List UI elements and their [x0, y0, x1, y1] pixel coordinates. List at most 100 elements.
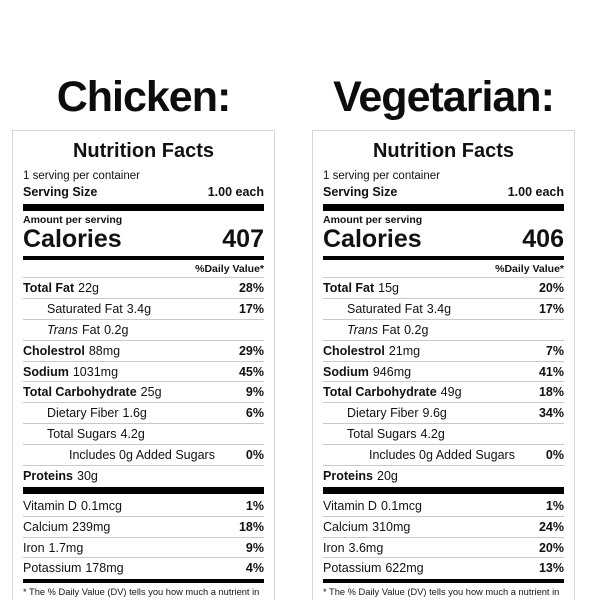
nutrient-row-cholestrol: Cholestrol 88mg 29% — [23, 341, 264, 362]
nutrient-name: Dietary Fiber 9.6g — [347, 406, 447, 421]
daily-value-percent: 41% — [538, 364, 564, 379]
micro-row-potassium: Potassium 178mg 4% — [23, 558, 264, 578]
micro-row-vitamin-d: Vitamin D 0.1mcg 1% — [23, 496, 264, 517]
daily-value-percent: 1% — [545, 498, 564, 513]
nutrient-row-cholestrol: Cholestrol 21mg 7% — [323, 341, 564, 362]
medium-divider — [23, 579, 264, 584]
nutrient-name: Total Sugars 4.2g — [347, 427, 445, 442]
nutrient-row-added-sugars: Includes 0g Added Sugars 0% — [323, 445, 564, 466]
nutrient-name: Total Carbohydrate 49g — [323, 385, 462, 400]
nutrient-row-total-fat: Total Fat 15g 20% — [323, 278, 564, 299]
thick-divider — [23, 486, 264, 494]
nutrient-row-proteins: Proteins 30g — [23, 466, 264, 486]
micro-row-vitamin-d: Vitamin D 0.1mcg 1% — [323, 496, 564, 517]
calories-value: 407 — [222, 224, 264, 253]
serving-size-label: Serving Size — [23, 184, 98, 199]
nutrition-facts-heading: Nutrition Facts — [372, 139, 515, 162]
daily-value-header: %Daily Value* — [23, 260, 264, 279]
calories-label: Calories — [323, 224, 422, 253]
micro-row-potassium: Potassium 622mg 13% — [323, 558, 564, 578]
daily-value-percent: 18% — [238, 519, 264, 534]
nutrient-row-proteins: Proteins 20g — [323, 466, 564, 486]
servings-per-container: 1 serving per container — [23, 169, 140, 182]
daily-value-percent: 9% — [245, 540, 264, 555]
daily-value-percent: 18% — [538, 385, 564, 400]
nutrient-row-saturated-fat: Saturated Fat 3.4g 17% — [323, 299, 564, 320]
nutrient-row-total-fat: Total Fat 22g 28% — [23, 278, 264, 299]
nutrient-name: Total Fat 15g — [323, 281, 400, 296]
nutrient-name: Proteins 20g — [323, 468, 398, 483]
nutrient-name: Cholestrol 21mg — [323, 343, 421, 358]
daily-value-header: %Daily Value* — [323, 260, 564, 279]
thick-divider — [323, 486, 564, 494]
nutrient-row-total-carbohydrate: Total Carbohydrate 25g 9% — [23, 382, 264, 404]
daily-value-percent: 20% — [538, 540, 564, 555]
amount-per-serving-label: Amount per serving — [23, 213, 123, 226]
nutrient-name: Calcium 310mg — [323, 519, 411, 534]
vegetarian-title: Vegetarian: — [333, 73, 555, 121]
nutrient-row-total-sugars: Total Sugars 4.2g — [23, 424, 264, 446]
daily-value-percent: 29% — [238, 343, 264, 358]
medium-divider — [23, 256, 264, 261]
nutrient-name: Sodium 1031mg — [23, 364, 119, 379]
daily-value-percent: 1% — [245, 498, 264, 513]
nutrient-name: Cholestrol 88mg — [23, 343, 121, 358]
daily-value-percent: 17% — [538, 301, 564, 316]
calories-row: Calories 406 — [323, 224, 564, 253]
thick-divider — [323, 203, 564, 211]
nutrient-row-trans-fat: Trans Fat 0.2g — [323, 320, 564, 341]
nutrient-row-total-sugars: Total Sugars 4.2g — [323, 424, 564, 446]
daily-value-percent: 9% — [245, 385, 264, 400]
daily-value-percent: 20% — [538, 281, 564, 296]
chicken-title: Chicken: — [56, 73, 232, 121]
daily-value-percent: 13% — [538, 561, 564, 576]
serving-size-value: 1.00 each — [507, 184, 564, 199]
nutrient-name: Total Fat 22g — [23, 281, 100, 296]
nutrient-name: Calcium 239mg — [23, 519, 111, 534]
micro-row-calcium: Calcium 310mg 24% — [323, 517, 564, 538]
nutrient-name: Saturated Fat 3.4g — [47, 301, 152, 316]
calories-label: Calories — [23, 224, 122, 253]
servings-per-container: 1 serving per container — [323, 169, 440, 182]
daily-value-percent: 6% — [245, 406, 264, 421]
nutrient-name: Dietary Fiber 1.6g — [47, 406, 147, 421]
medium-divider — [323, 256, 564, 261]
nutrient-name: Potassium 178mg — [23, 561, 124, 576]
nutrient-name: Saturated Fat 3.4g — [347, 301, 452, 316]
nutrient-row-dietary-fiber: Dietary Fiber 9.6g 34% — [323, 403, 564, 425]
daily-value-percent: 17% — [238, 301, 264, 316]
thick-divider — [23, 203, 264, 211]
daily-value-footnote: * The % Daily Value (DV) tells you how m… — [23, 587, 260, 600]
nutrient-row-added-sugars: Includes 0g Added Sugars 0% — [23, 445, 264, 466]
nutrient-row-dietary-fiber: Dietary Fiber 1.6g 6% — [23, 403, 264, 425]
serving-size-row: Serving Size 1.00 each — [23, 185, 264, 199]
nutrient-name: Iron 1.7mg — [23, 540, 84, 555]
nutrient-name: Includes 0g Added Sugars — [69, 448, 215, 463]
nutrient-name: Vitamin D 0.1mcg — [323, 498, 422, 513]
serving-size-row: Serving Size 1.00 each — [323, 185, 564, 199]
micro-row-iron: Iron 1.7mg 9% — [23, 538, 264, 559]
vegetarian-column: Vegetarian: Nutrition Facts 1 serving pe… — [312, 73, 575, 600]
nutrient-name: Trans Fat 0.2g — [347, 322, 429, 337]
daily-value-percent: 45% — [238, 364, 264, 379]
nutrient-row-total-carbohydrate: Total Carbohydrate 49g 18% — [323, 382, 564, 404]
nutrient-name: Vitamin D 0.1mcg — [23, 498, 122, 513]
daily-value-percent: 24% — [538, 519, 564, 534]
nutrient-name: Proteins 30g — [23, 468, 98, 483]
vegetarian-nutrition-label: Nutrition Facts 1 serving per container … — [312, 129, 575, 600]
chicken-nutrition-label: Nutrition Facts 1 serving per container … — [12, 129, 275, 600]
serving-size-value: 1.00 each — [207, 184, 264, 199]
nutrient-row-sodium: Sodium 1031mg 45% — [23, 362, 264, 383]
daily-value-percent: 0% — [245, 448, 264, 463]
nutrient-row-saturated-fat: Saturated Fat 3.4g 17% — [23, 299, 264, 320]
serving-size-label: Serving Size — [323, 184, 398, 199]
nutrient-name: Iron 3.6mg — [323, 540, 384, 555]
nutrition-facts-heading: Nutrition Facts — [72, 139, 215, 162]
nutrient-name: Includes 0g Added Sugars — [369, 448, 515, 463]
daily-value-percent: 4% — [245, 561, 264, 576]
daily-value-percent: 0% — [545, 448, 564, 463]
nutrient-name: Sodium 946mg — [323, 364, 412, 379]
amount-per-serving-label: Amount per serving — [323, 213, 423, 226]
nutrient-name: Total Sugars 4.2g — [47, 427, 145, 442]
